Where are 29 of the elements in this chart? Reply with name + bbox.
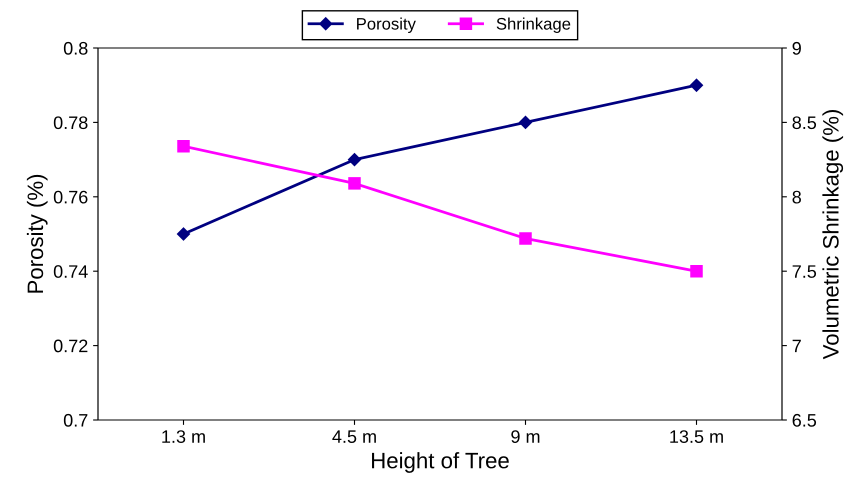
y2-tick-label: 9: [792, 42, 801, 55]
point: [690, 78, 704, 92]
point: [348, 153, 362, 166]
x-tick-label: 13.5 m: [670, 430, 723, 443]
y-tick-label: 0.7: [64, 414, 88, 427]
point: [176, 227, 190, 241]
x-tick-label: 4.5 m: [332, 430, 376, 443]
point: [348, 177, 361, 190]
y-tick-label: 0.72: [54, 340, 88, 352]
y-tick-label: 0.78: [54, 116, 88, 130]
y2-tick-label: 8.5: [792, 116, 816, 130]
legend-label: Shrinkage: [496, 17, 570, 33]
x-axis-title: Height of Tree: [372, 452, 509, 473]
y2-tick-label: 7.5: [792, 265, 816, 278]
point: [519, 232, 532, 245]
point: [177, 140, 190, 152]
point: [518, 116, 532, 129]
x-tick-label: 9 m: [511, 430, 540, 443]
y-axis-title: Porosity (%): [26, 174, 48, 293]
y-tick-label: 0.8: [64, 42, 88, 55]
y2-tick-label: 8: [792, 190, 801, 204]
y2-tick-label: 6.5: [792, 414, 816, 427]
x-tick-label: 1.3 m: [162, 430, 205, 443]
y2-axis-title: Volumetric Shrinkage (%): [822, 110, 844, 360]
point: [690, 264, 703, 278]
legend-label: Porosity: [357, 17, 416, 33]
y-tick-label: 0.74: [54, 265, 88, 278]
y-tick-label: 0.76: [54, 190, 88, 204]
y2-tick-label: 7: [792, 340, 801, 352]
